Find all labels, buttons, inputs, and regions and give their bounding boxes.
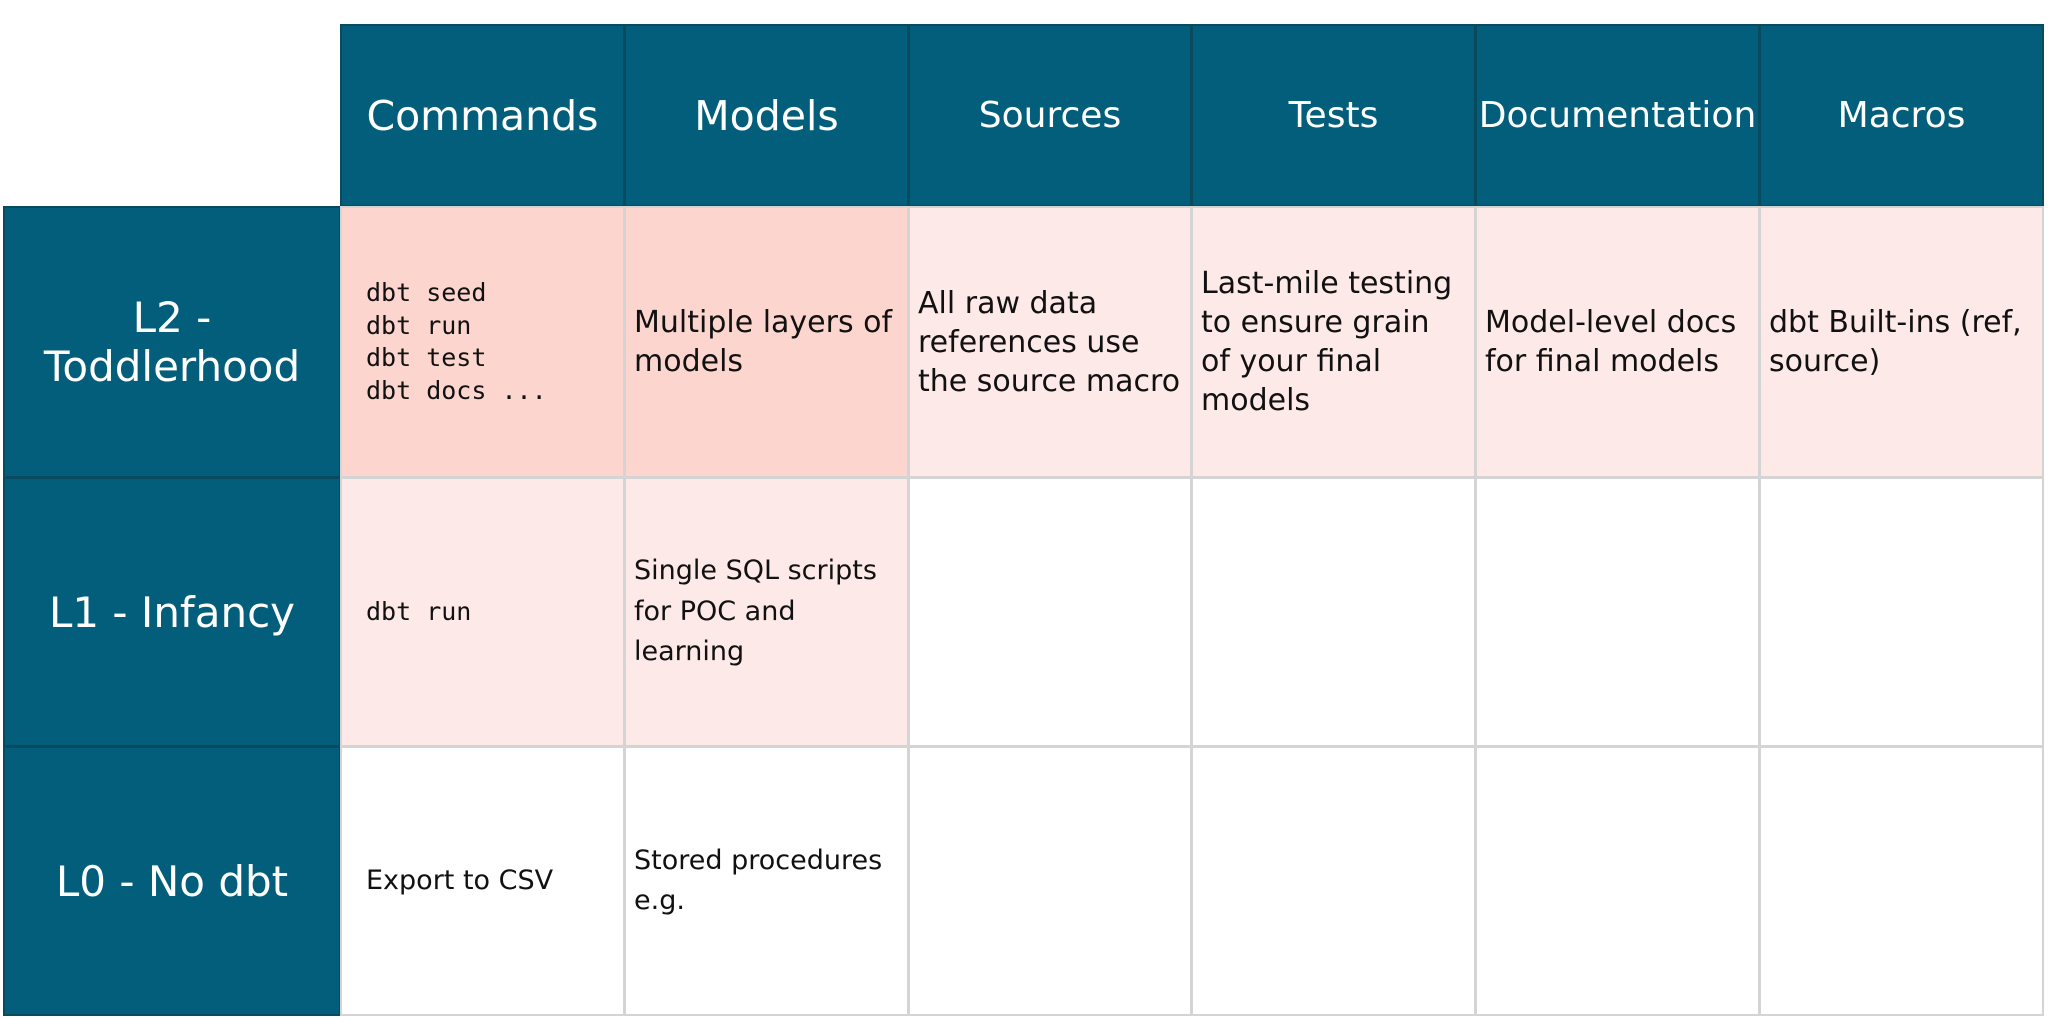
empty-cell bbox=[1475, 477, 1760, 747]
empty-cell bbox=[908, 477, 1192, 747]
cell: dbt Built-ins (ref, source) bbox=[1759, 206, 2044, 478]
empty-cell bbox=[1191, 746, 1476, 1016]
cell: Model-level docs for final models bbox=[1475, 206, 1760, 478]
empty-cell bbox=[1759, 746, 2044, 1016]
column-header: Macros bbox=[1759, 24, 2044, 207]
column-header: Commands bbox=[340, 24, 625, 207]
cell: Single SQL scripts for POC and learning bbox=[624, 477, 909, 747]
column-header: Sources bbox=[908, 24, 1192, 207]
empty-cell bbox=[1191, 477, 1476, 747]
column-header: Tests bbox=[1191, 24, 1476, 207]
cell: All raw data references use the source m… bbox=[908, 206, 1192, 478]
empty-cell bbox=[1759, 477, 2044, 747]
column-header: Models bbox=[624, 24, 909, 207]
cell: Last-mile testing to ensure grain of you… bbox=[1191, 206, 1476, 478]
cell: Export to CSV bbox=[340, 746, 625, 1016]
cell: Multiple layers of models bbox=[624, 206, 909, 478]
cell: Stored procedures e.g. bbox=[624, 746, 909, 1016]
row-label: L1 - Infancy bbox=[3, 477, 341, 747]
cell: dbt run bbox=[340, 477, 625, 747]
empty-cell bbox=[1475, 746, 1760, 1016]
row-label: L0 - No dbt bbox=[3, 746, 341, 1016]
row-label: L2 - Toddlerhood bbox=[3, 206, 341, 478]
cell: dbt seed dbt run dbt test dbt docs ... bbox=[340, 206, 625, 478]
empty-cell bbox=[908, 746, 1192, 1016]
column-header: Documentation bbox=[1475, 24, 1760, 207]
